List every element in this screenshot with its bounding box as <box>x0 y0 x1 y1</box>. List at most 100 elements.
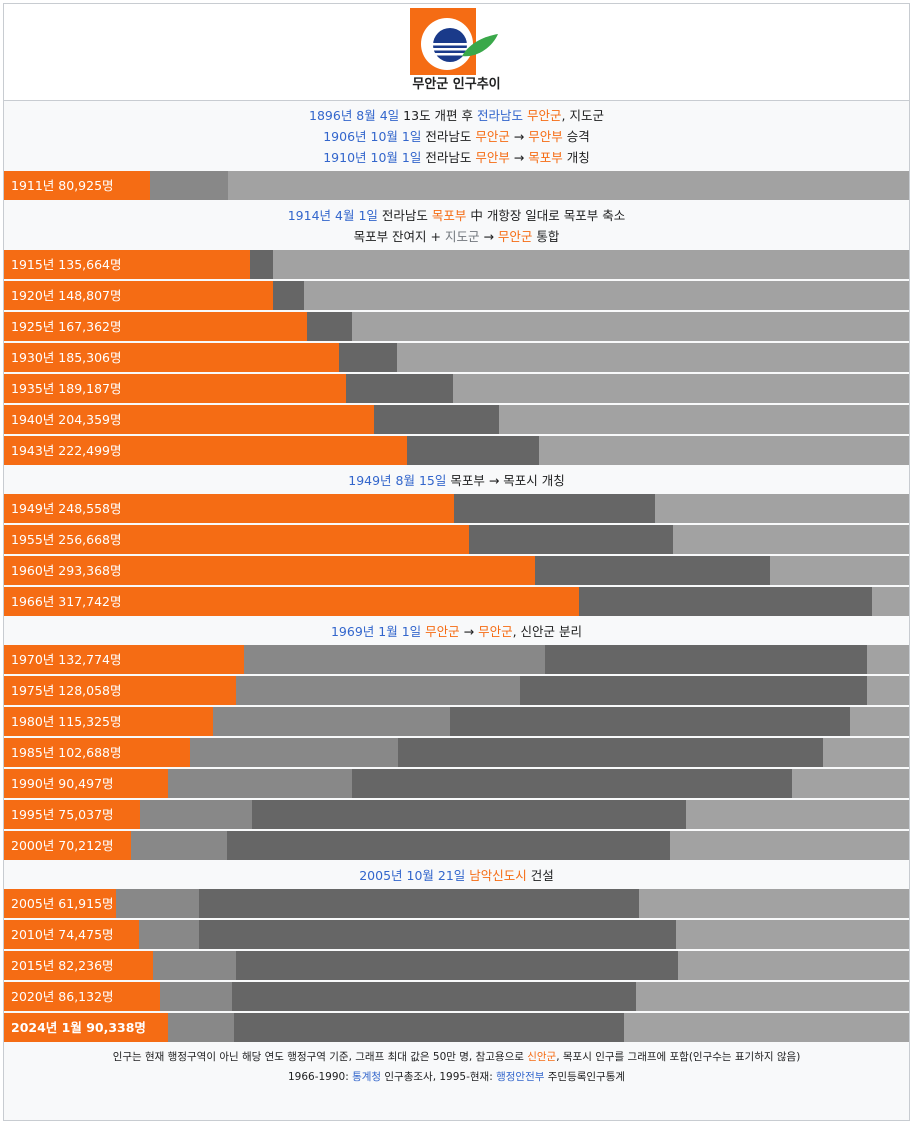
mokpo-extra-bar <box>449 707 850 736</box>
population-label: 1966년 317,742명 <box>11 594 122 609</box>
mokpo-extra-bar <box>398 738 824 767</box>
population-bar-row: 1990년 90,497명 <box>4 769 909 798</box>
population-bar-row: 1960년 293,368명 <box>4 556 909 585</box>
muan-population-bar <box>4 587 580 616</box>
sinan-extra-bar <box>150 171 229 200</box>
population-label: 1940년 204,359명 <box>11 412 122 427</box>
mokpo-extra-bar <box>234 1013 624 1042</box>
event-line: 1914년 4월 1일 전라남도 목포부 中 개항장 일대로 목포부 축소 <box>4 205 909 226</box>
mokpo-extra-bar <box>468 525 674 554</box>
muan-population-bar <box>4 405 374 434</box>
muan-population-bar <box>4 1013 168 1042</box>
sinan-extra-bar <box>138 920 199 949</box>
highlight-text[interactable]: 남악신도시 <box>469 868 527 883</box>
muan-population-bar <box>4 707 213 736</box>
muan-population-bar <box>4 281 274 310</box>
population-bar-row: 1985년 102,688명 <box>4 738 909 767</box>
link-text[interactable]: 통계청 <box>352 1071 382 1083</box>
muan-population-bar <box>4 769 168 798</box>
mokpo-extra-bar <box>199 889 640 918</box>
highlight-text[interactable]: 무안군 <box>425 624 460 639</box>
highlight-text[interactable]: 무안부 <box>475 150 510 165</box>
event-text: → <box>509 150 529 165</box>
muan-population-bar <box>4 494 454 523</box>
link-text[interactable]: 전라남도 <box>477 108 524 123</box>
event-text: 건설 <box>526 868 554 883</box>
muan-population-bar <box>4 436 407 465</box>
event-note: 2005년 10월 21일 남악신도시 건설 <box>4 862 909 889</box>
highlight-text[interactable]: 무안군 <box>527 108 562 123</box>
population-label: 1935년 189,187명 <box>11 381 122 396</box>
link-text[interactable]: 1949년 8월 15일 <box>348 473 447 488</box>
mokpo-extra-bar <box>534 556 771 585</box>
mokpo-extra-bar <box>373 405 499 434</box>
population-label: 1985년 102,688명 <box>11 745 122 760</box>
highlight-text[interactable]: 무안군 <box>475 129 510 144</box>
population-infobox: 무안군 인구추이 1896년 8월 4일 13도 개편 후 전라남도 무안군, … <box>3 3 910 1121</box>
link-text[interactable]: 1914년 4월 1일 <box>287 208 378 223</box>
population-bar-row: 1980년 115,325명 <box>4 707 909 736</box>
event-line: 목포부 잔여지 + 지도군 → 무안군 통합 <box>4 226 909 247</box>
highlight-text[interactable]: 무안군 <box>478 624 513 639</box>
event-note: 1896년 8월 4일 13도 개편 후 전라남도 무안군, 지도군 1906년 … <box>4 102 909 171</box>
event-text: , 신안군 분리 <box>512 624 583 639</box>
link-text[interactable]: 2005년 10월 21일 <box>359 868 466 883</box>
population-bar-row: 2000년 70,212명 <box>4 831 909 860</box>
population-label: 1995년 75,037명 <box>11 807 114 822</box>
highlight-text[interactable]: 무안부 <box>528 129 563 144</box>
event-text: 승격 <box>562 129 590 144</box>
population-bar-row: 1925년 167,362명 <box>4 312 909 341</box>
chart-footnote: 인구는 현재 행정구역이 아닌 해당 연도 행정구역 기준, 그래프 최대 값은… <box>4 1044 909 1087</box>
sinan-extra-bar <box>116 889 200 918</box>
mokpo-extra-bar <box>352 769 793 798</box>
highlight-text[interactable]: 신안군 <box>527 1051 557 1063</box>
infobox-title: 무안군 인구추이 <box>412 77 501 92</box>
population-label: 1943년 222,499명 <box>11 443 122 458</box>
link-text[interactable]: 행정안전부 <box>496 1071 545 1083</box>
muan-population-bar <box>4 982 160 1011</box>
muan-population-bar <box>4 343 340 372</box>
event-line: 2005년 10월 21일 남악신도시 건설 <box>4 865 909 886</box>
event-text: 인구는 현재 행정구역이 아닌 해당 연도 행정구역 기준, 그래프 최대 값은… <box>112 1051 528 1063</box>
population-label: 2000년 70,212명 <box>11 838 114 853</box>
sinan-extra-bar <box>189 738 398 767</box>
event-text: 13도 개편 후 <box>399 108 477 123</box>
muan-population-bar <box>4 556 535 585</box>
event-text: , 목포시 인구를 그래프에 포함(인구수는 표기하지 않음) <box>556 1051 801 1063</box>
sinan-extra-bar <box>235 676 520 705</box>
event-line: 1910년 10월 1일 전라남도 무안부 → 목포부 개칭 <box>4 147 909 168</box>
event-line: 1969년 1월 1일 무안군 → 무안군, 신안군 분리 <box>4 621 909 642</box>
population-label: 1925년 167,362명 <box>11 319 122 334</box>
link-text[interactable]: 1896년 8월 4일 <box>309 108 400 123</box>
link-text[interactable]: 1969년 1월 1일 <box>330 624 422 639</box>
event-text: , 지도군 <box>561 108 604 123</box>
event-text: 전라남도 <box>377 208 432 223</box>
muan-population-bar <box>4 920 139 949</box>
population-label: 2024년 1월 90,338명 <box>11 1020 146 1035</box>
mokpo-extra-bar <box>249 250 274 279</box>
event-text: 中 개항장 일대로 목포부 축소 <box>466 208 626 223</box>
mokpo-extra-bar <box>252 800 687 829</box>
population-bar-row: 1943년 222,499명 <box>4 436 909 465</box>
mokpo-extra-bar <box>236 951 678 980</box>
highlight-text[interactable]: 목포부 <box>431 208 467 223</box>
muan-population-bar <box>4 374 347 403</box>
muan-population-bar <box>4 738 190 767</box>
sinan-extra-bar <box>244 645 545 674</box>
population-label: 2010년 74,475명 <box>11 927 114 942</box>
population-bar-row: 2010년 74,475명 <box>4 920 909 949</box>
sinan-extra-bar <box>167 769 353 798</box>
population-label: 1975년 128,058명 <box>11 683 122 698</box>
population-bar-row: 1915년 135,664명 <box>4 250 909 279</box>
sinan-extra-bar <box>212 707 450 736</box>
population-bar-row: 1911년 80,925명 <box>4 171 909 200</box>
population-bar-row: 1975년 128,058명 <box>4 676 909 705</box>
population-bar-row: 1970년 132,774명 <box>4 645 909 674</box>
muan-population-bar <box>4 800 140 829</box>
link-text[interactable]: 1910년 10월 1일 <box>323 150 422 165</box>
muan-population-bar <box>4 171 151 200</box>
population-bar-row: 1995년 75,037명 <box>4 800 909 829</box>
link-text[interactable]: 1906년 10월 1일 <box>323 129 422 144</box>
highlight-text[interactable]: 무안군 <box>497 229 533 244</box>
highlight-text[interactable]: 목포부 <box>528 150 563 165</box>
